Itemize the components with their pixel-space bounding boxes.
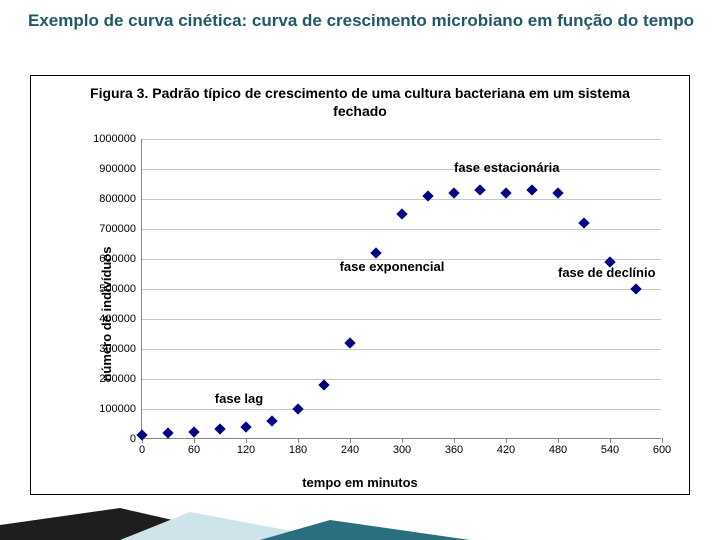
data-point — [292, 403, 303, 414]
data-point — [240, 421, 251, 432]
y-tick-label: 600000 — [99, 253, 142, 265]
y-tick-label: 100000 — [99, 403, 142, 415]
data-point — [344, 337, 355, 348]
gridline — [142, 349, 661, 350]
x-tick-label: 360 — [445, 438, 463, 456]
annotation-label: fase estacionária — [454, 160, 560, 175]
x-tick-label: 120 — [237, 438, 255, 456]
y-tick-label: 800000 — [99, 193, 142, 205]
x-tick-label: 600 — [653, 438, 671, 456]
y-tick-label: 300000 — [99, 343, 142, 355]
gridline — [142, 169, 661, 170]
data-point — [448, 187, 459, 198]
data-point — [526, 184, 537, 195]
x-tick-label: 480 — [549, 438, 567, 456]
data-point — [500, 187, 511, 198]
gridline — [142, 319, 661, 320]
y-tick-label: 500000 — [99, 283, 142, 295]
gridline — [142, 229, 661, 230]
y-tick-label: 200000 — [99, 373, 142, 385]
x-tick-label: 300 — [393, 438, 411, 456]
plot-wrap: número de indivíduos tempo em minutos 01… — [31, 134, 689, 494]
data-point — [630, 283, 641, 294]
y-tick-label: 900000 — [99, 163, 142, 175]
data-point — [396, 208, 407, 219]
y-tick-label: 700000 — [99, 223, 142, 235]
y-tick-label: 400000 — [99, 313, 142, 325]
gridline — [142, 139, 661, 140]
data-point — [474, 184, 485, 195]
x-tick-label: 180 — [289, 438, 307, 456]
data-point — [188, 426, 199, 437]
x-axis-label: tempo em minutos — [302, 475, 418, 490]
data-point — [578, 217, 589, 228]
footer-decoration — [0, 500, 720, 540]
annotation-label: fase lag — [215, 391, 263, 406]
data-point — [162, 427, 173, 438]
gridline — [142, 199, 661, 200]
x-tick-label: 0 — [139, 438, 145, 456]
data-point — [266, 415, 277, 426]
gridline — [142, 379, 661, 380]
data-point — [318, 379, 329, 390]
x-tick-label: 420 — [497, 438, 515, 456]
data-point — [370, 247, 381, 258]
y-tick-label: 1000000 — [93, 133, 142, 145]
chart-container: Figura 3. Padrão típico de crescimento d… — [30, 75, 690, 495]
slide-title: Exemplo de curva cinética: curva de cres… — [28, 10, 700, 32]
gridline — [142, 409, 661, 410]
chart-title: Figura 3. Padrão típico de crescimento d… — [31, 76, 689, 124]
data-point — [552, 187, 563, 198]
x-tick-label: 240 — [341, 438, 359, 456]
x-tick-label: 60 — [188, 438, 200, 456]
annotation-label: fase de declínio — [558, 265, 656, 280]
x-tick-label: 540 — [601, 438, 619, 456]
plot-area: 0100000200000300000400000500000600000700… — [141, 139, 661, 439]
data-point — [214, 423, 225, 434]
gridline — [142, 289, 661, 290]
annotation-label: fase exponencial — [340, 259, 445, 274]
